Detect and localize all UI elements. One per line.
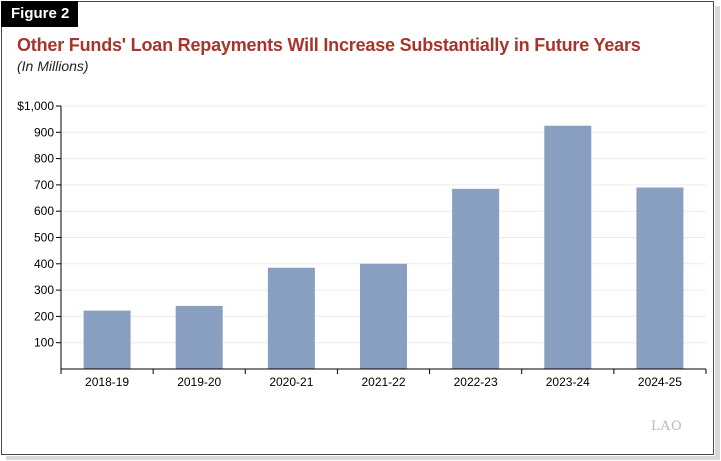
bar [636,187,684,369]
y-tick-label: 600 [34,204,54,218]
bar [175,305,223,369]
x-tick-label: 2021-22 [361,375,405,389]
x-tick-label: 2023-24 [546,375,590,389]
frame-shadow-bottom [6,456,720,460]
y-tick-label: 100 [34,336,54,350]
y-tick-label: 700 [34,178,54,192]
y-tick-label: 400 [34,257,54,271]
y-tick-label: 900 [34,125,54,139]
y-tick-label: 500 [34,231,54,245]
y-tick-label: 300 [34,283,54,297]
lao-watermark-logo: LAO [651,419,683,434]
x-tick-label: 2018-19 [85,375,129,389]
bar [83,310,131,369]
bar [360,263,407,369]
bar [452,188,500,369]
x-tick-label: 2024-25 [638,375,682,389]
y-tick-label: 800 [34,152,54,166]
x-tick-label: 2019-20 [177,375,221,389]
frame-shadow-right [715,6,720,459]
y-tick-label: 200 [34,309,54,323]
y-tick-label: $1,000 [17,99,54,113]
figure-label: Figure 2 [1,1,78,27]
chart-title: Other Funds' Loan Repayments Will Increa… [17,35,641,55]
x-tick-label: 2020-21 [269,375,313,389]
chart-subtitle: (In Millions) [17,58,89,74]
bar [544,125,592,369]
figure-frame [1,1,714,455]
bar [267,267,315,369]
x-tick-label: 2022-23 [454,375,498,389]
